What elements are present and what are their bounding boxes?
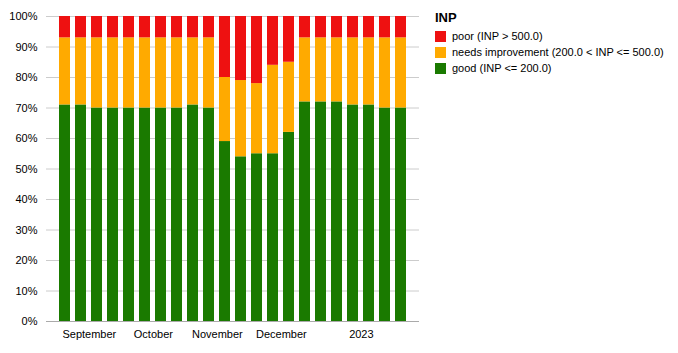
svg-text:30%: 30% [15,224,37,236]
svg-text:2023: 2023 [349,328,373,340]
svg-text:100%: 100% [9,10,37,22]
svg-text:October: October [134,328,173,340]
svg-text:December: December [256,328,307,340]
html-text:good (INP <= 200.0): good (INP <= 200.0) [452,62,552,74]
svg-text:November: November [192,328,243,340]
svg-text:0%: 0% [22,315,38,327]
svg-text:80%: 80% [15,71,37,83]
svg-text:20%: 20% [15,254,37,266]
svg-text:60%: 60% [15,132,37,144]
html-text:INP: INP [435,10,457,25]
svg-text:70%: 70% [15,102,37,114]
svg-text:90%: 90% [15,41,37,53]
svg-text:40%: 40% [15,193,37,205]
svg-text:10%: 10% [15,285,37,297]
html-text:needs improvement (200.0 < INP: needs improvement (200.0 < INP <= 500.0) [452,46,664,58]
svg-text:50%: 50% [15,163,37,175]
html-text:poor (INP > 500.0): poor (INP > 500.0) [452,30,543,42]
svg-text:September: September [62,328,116,340]
